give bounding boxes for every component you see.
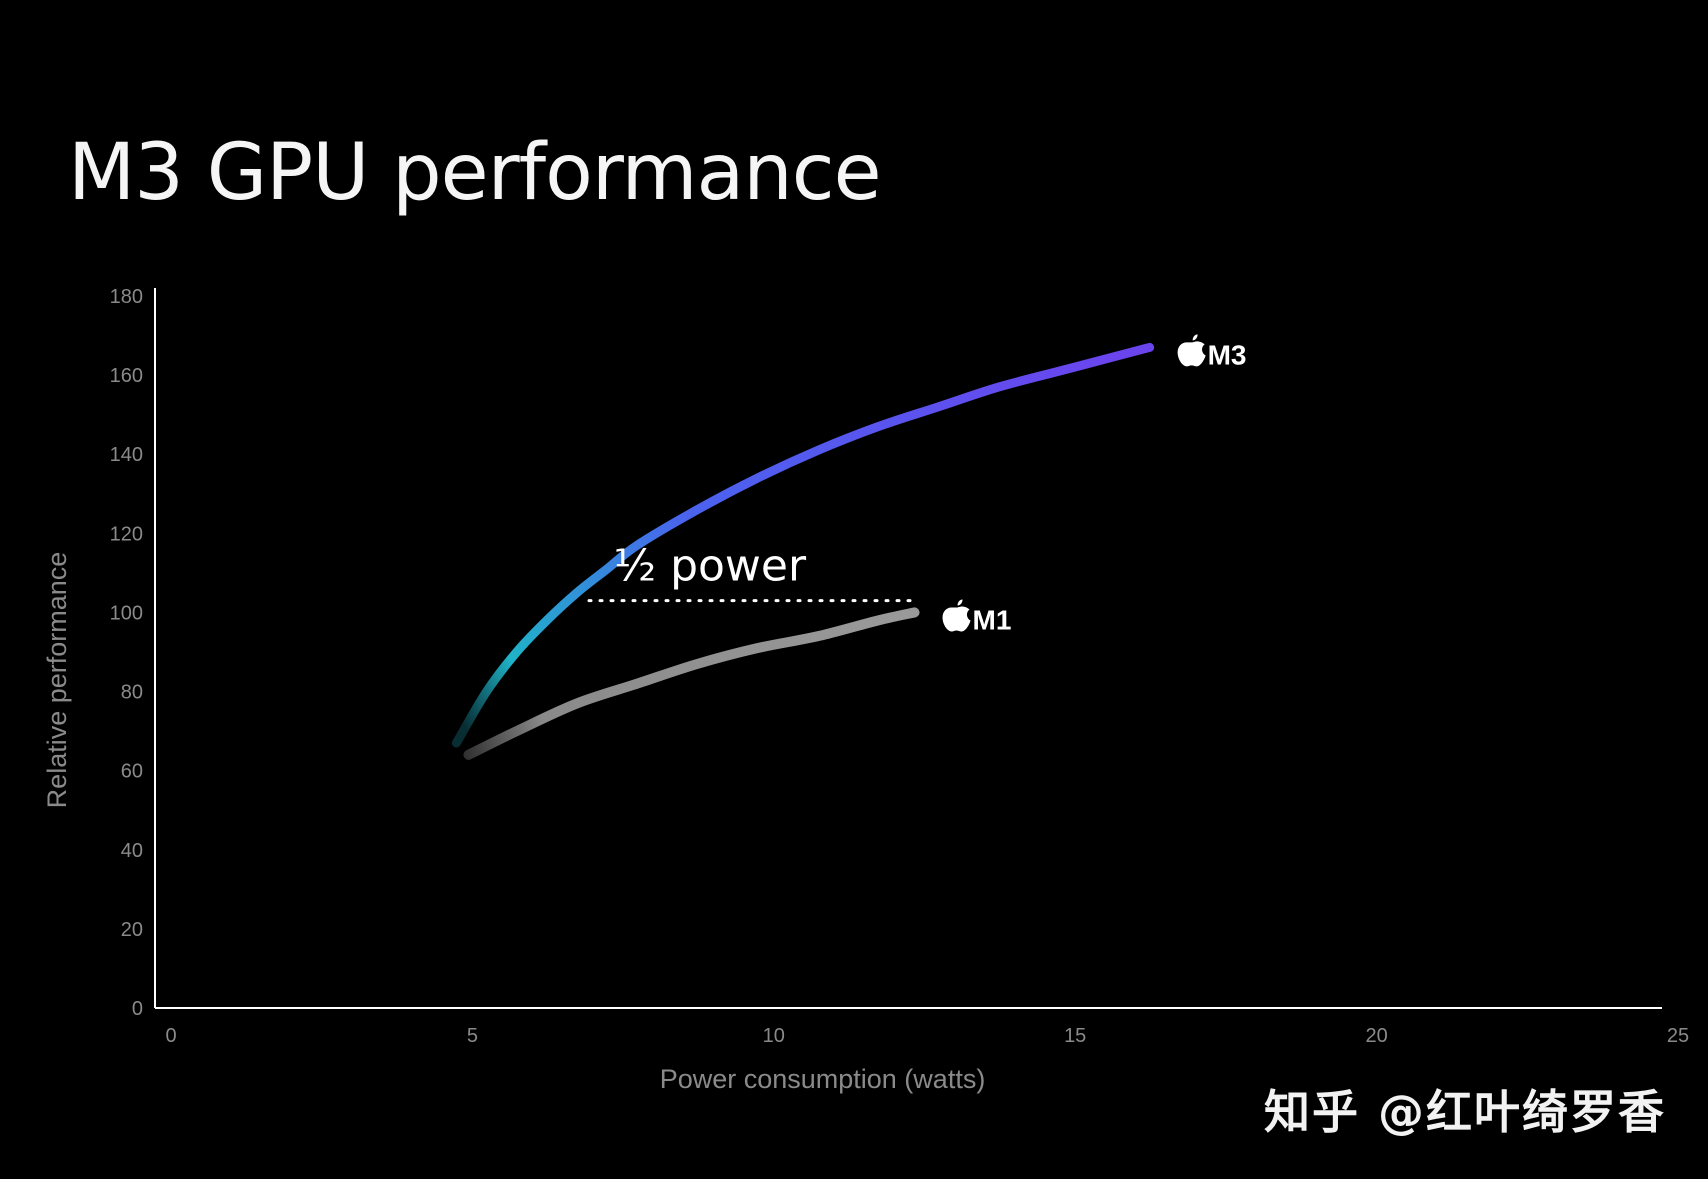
x-tick-label: 20 — [1365, 1025, 1387, 1047]
series — [451, 342, 1155, 760]
x-tick-label: 10 — [763, 1025, 785, 1047]
y-tick-label: 120 — [110, 523, 143, 545]
series-label-m1: M1 — [942, 599, 1012, 635]
y-tick-label: 60 — [121, 761, 143, 783]
watermark: 知乎 @红叶绮罗香 — [1263, 1085, 1666, 1139]
y-tick-label: 140 — [110, 444, 143, 466]
series-name: M3 — [1208, 339, 1247, 370]
x-axis-label: Power consumption (watts) — [660, 1064, 986, 1094]
x-tick-label: 0 — [165, 1025, 176, 1047]
x-tick-label: 25 — [1667, 1025, 1689, 1047]
y-tick-label: 160 — [110, 365, 143, 387]
x-tick-label: 5 — [467, 1025, 478, 1047]
apple-logo-icon — [1177, 334, 1206, 367]
apple-logo-icon — [942, 599, 971, 632]
ticks: 0 20 40 60 80 100 120 140 160 180 0 5 10 15 20 25 — [110, 286, 1690, 1047]
page-title: M3 GPU performance — [68, 128, 882, 218]
series-line-m3 — [451, 342, 1155, 748]
y-tick-label: 20 — [121, 919, 143, 941]
series-line-m1 — [463, 607, 920, 760]
y-tick-label: 180 — [110, 286, 143, 308]
y-tick-label: 100 — [110, 602, 143, 624]
apple-logo-body — [942, 606, 971, 632]
y-tick-label: 40 — [121, 840, 143, 862]
y-tick-label: 80 — [121, 682, 143, 704]
apple-logo-body — [1177, 341, 1206, 367]
series-name: M1 — [973, 604, 1012, 635]
y-axis-label: Relative performance — [42, 552, 72, 809]
y-tick-label: 0 — [132, 998, 143, 1020]
x-tick-label: 15 — [1064, 1025, 1086, 1047]
apple-logo-leaf — [957, 599, 963, 606]
annotation-text: ½ power — [613, 541, 807, 592]
axes — [154, 288, 1662, 1009]
series-label-m3: M3 — [1177, 334, 1247, 370]
labels: Power consumption (watts) Relative perfor… — [42, 334, 1247, 1094]
apple-logo-leaf — [1192, 334, 1198, 341]
